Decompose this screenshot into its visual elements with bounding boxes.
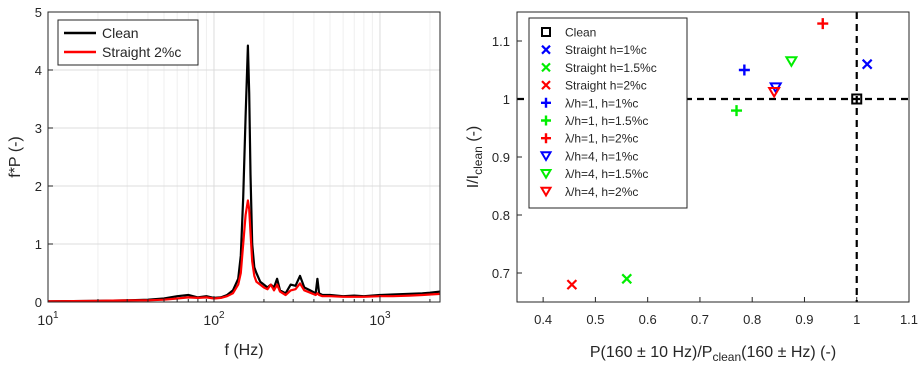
- left-axes-box: [47, 11, 441, 303]
- right-x-tick-label: 1.1: [900, 312, 918, 327]
- scatter-point-1: [851, 93, 863, 105]
- right-y-tick-label: 1.1: [492, 34, 510, 49]
- spectrum-chart: 0 1 2 3 4 5 101 102 103 f (Hz) f*P (-) Clean St…: [7, 5, 441, 359]
- left-x-tick-label: 102: [203, 310, 225, 328]
- left-series-group: [47, 44, 441, 303]
- right-legend-box: [528, 17, 688, 209]
- right-y-tick-labels: 0.7 0.8 0.9 1 1.1: [492, 34, 510, 281]
- left-y-tick-label: 1: [35, 237, 42, 252]
- left-y-tick-label: 4: [35, 63, 42, 78]
- left-legend: Clean Straight 2%c: [57, 19, 199, 66]
- left-x-tick-label: 103: [369, 310, 391, 328]
- right-x-axis-label-main: P(160 ± 10 Hz)/P: [590, 344, 713, 361]
- right-x-tick-label: 0.6: [639, 312, 657, 327]
- legend-marker-5: [541, 97, 551, 108]
- left-y-tick-label: 5: [35, 5, 42, 20]
- legend-label-1: Clean: [565, 26, 596, 40]
- scatter-point-3: [621, 273, 633, 285]
- legend-marker-8: [539, 151, 553, 162]
- right-x-tick-labels: 0.4 0.5 0.6 0.7 0.8 0.9 1 1.1: [534, 312, 918, 327]
- left-y-tick-label: 0: [35, 295, 42, 310]
- right-points: [566, 18, 873, 290]
- right-x-tick-label: 0.8: [743, 312, 761, 327]
- right-y-tick-label: 0.9: [492, 150, 510, 165]
- legend-label-3: Straight h=1.5%c: [565, 61, 657, 75]
- left-y-tick-labels: 0 1 2 3 4 5: [35, 5, 42, 310]
- left-y-tick-label: 3: [35, 121, 42, 136]
- right-y-tick-label: 1: [503, 92, 510, 107]
- right-x-tick-label: 0.9: [795, 312, 813, 327]
- right-x-tick-label: 0.5: [586, 312, 604, 327]
- legend-label-9: λ/h=4, h=1.5%c: [565, 167, 648, 181]
- legend-label-6: λ/h=1, h=1.5%c: [565, 114, 648, 128]
- right-y-axis-label-sub: clean: [471, 146, 485, 175]
- right-x-tick-label: 1: [853, 312, 860, 327]
- legend-label-10: λ/h=4, h=2%c: [565, 185, 638, 199]
- scatter-point-5: [738, 64, 750, 76]
- right-legend: Clean Straight h=1%c Straight h=1.5%c Strai…: [528, 17, 688, 209]
- left-legend-box: [57, 19, 199, 66]
- left-x-tick-labels: 101 102 103: [37, 310, 391, 328]
- left-y-tick-label: 2: [35, 179, 42, 194]
- legend-marker-9: [539, 169, 553, 180]
- right-x-tick-label: 0.7: [691, 312, 709, 327]
- right-y-axis-label-tail: (-): [465, 126, 482, 146]
- left-y-axis-label: f*P (-): [7, 136, 24, 177]
- left-x-axis-label: f (Hz): [224, 342, 263, 359]
- right-x-tick-label: 0.4: [534, 312, 552, 327]
- right-y-axis-label-main: I/I: [465, 175, 482, 188]
- legend-marker-4: [541, 80, 551, 90]
- right-axes-box: [516, 11, 910, 303]
- legend-label-4: Straight h=2%c: [565, 79, 647, 93]
- scatter-chart: 0.7 0.8 0.9 1 1.1 0.4 0.5 0.6 0.7 0.8 0.9 1 1.1 P(1…: [465, 11, 918, 364]
- scatter-point-6: [731, 105, 743, 117]
- legend-marker-6: [541, 115, 551, 126]
- right-x-axis-label-sub: clean: [712, 350, 741, 364]
- legend-label-clean: Clean: [102, 25, 139, 41]
- scatter-point-10: [767, 87, 781, 99]
- legend-marker-1: [541, 27, 551, 37]
- right-legend-items: Clean Straight h=1%c Straight h=1.5%c Strai…: [539, 26, 657, 199]
- legend-marker-3: [541, 62, 551, 73]
- legend-label-8: λ/h=4, h=1%c: [565, 149, 638, 163]
- legend-label-straight: Straight 2%c: [102, 44, 181, 60]
- right-x-axis-label: P(160 ± 10 Hz)/Pclean(160 ± Hz) (-): [590, 344, 836, 364]
- legend-marker-10: [539, 186, 553, 198]
- left-x-tick-label: 101: [37, 310, 59, 328]
- legend-label-2: Straight h=1%c: [565, 43, 647, 57]
- series-line-straight-2pc: [47, 199, 441, 303]
- scatter-point-2: [861, 58, 873, 70]
- legend-marker-2: [541, 44, 551, 55]
- legend-label-5: λ/h=1, h=1%c: [565, 96, 638, 110]
- legend-marker-7: [541, 133, 551, 144]
- right-y-tick-label: 0.7: [492, 266, 510, 281]
- right-y-axis-label: I/Iclean (-): [465, 126, 485, 188]
- left-ticks: [47, 11, 431, 303]
- legend-label-7: λ/h=1, h=2%c: [565, 132, 638, 146]
- scatter-point-7: [817, 18, 829, 30]
- right-y-tick-label: 0.8: [492, 208, 510, 223]
- scatter-point-9: [784, 56, 799, 68]
- scatter-point-4: [566, 279, 578, 290]
- right-x-axis-label-tail: (160 ± Hz) (-): [741, 344, 836, 361]
